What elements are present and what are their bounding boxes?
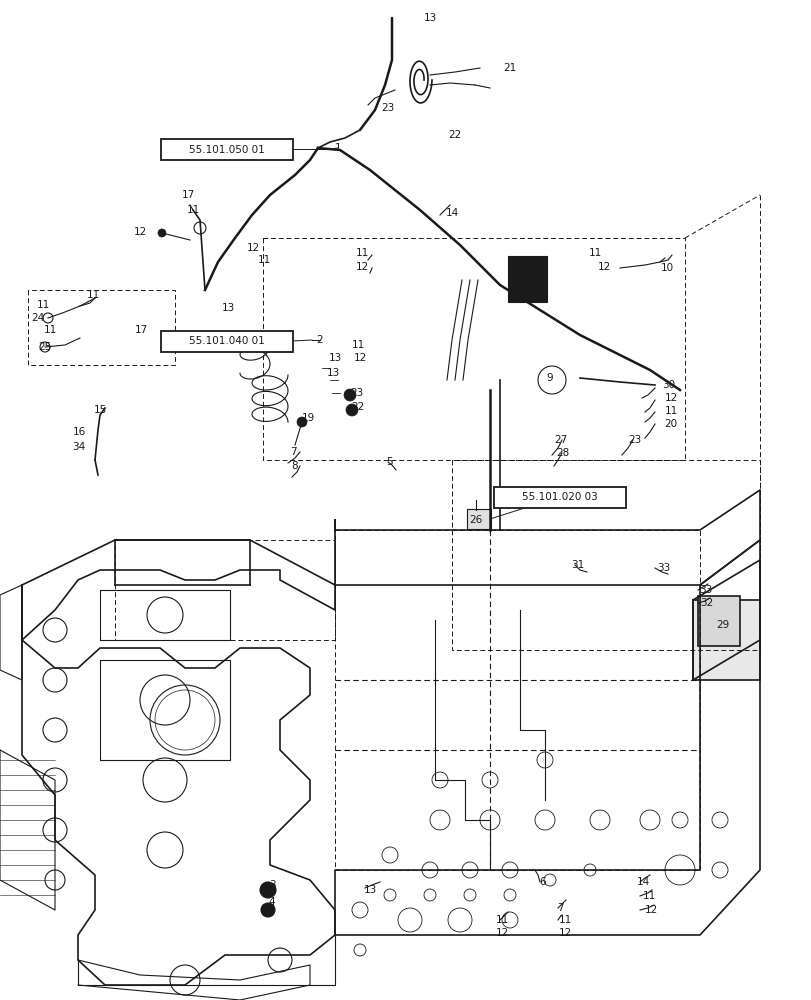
Text: 13: 13 [363, 885, 376, 895]
Circle shape [260, 882, 276, 898]
Text: 4: 4 [268, 897, 275, 907]
Text: 5: 5 [386, 457, 393, 467]
Text: 32: 32 [700, 598, 713, 608]
Text: 14: 14 [444, 208, 458, 218]
Text: 20: 20 [663, 419, 676, 429]
Text: 11: 11 [663, 406, 677, 416]
Circle shape [158, 229, 165, 237]
Text: 21: 21 [503, 63, 516, 73]
Text: 28: 28 [556, 448, 569, 458]
Text: 11: 11 [588, 248, 601, 258]
Text: 13: 13 [326, 368, 339, 378]
Text: 12: 12 [558, 928, 571, 938]
Text: 25: 25 [38, 342, 52, 352]
Text: 11: 11 [187, 205, 200, 215]
Text: 11: 11 [355, 248, 368, 258]
Text: 55.101.020 03: 55.101.020 03 [521, 492, 597, 502]
Text: 11: 11 [43, 325, 57, 335]
Text: 23: 23 [381, 103, 394, 113]
Text: 11: 11 [257, 255, 270, 265]
Text: 3: 3 [268, 880, 275, 890]
Text: 27: 27 [554, 435, 567, 445]
Text: 23: 23 [350, 388, 363, 398]
Text: 31: 31 [571, 560, 584, 570]
Text: 12: 12 [246, 243, 260, 253]
Text: 10: 10 [659, 263, 673, 273]
Text: 18: 18 [520, 268, 533, 278]
Text: 26: 26 [469, 515, 482, 525]
Text: 13: 13 [328, 353, 341, 363]
Text: 1: 1 [334, 143, 341, 153]
Text: 34: 34 [72, 442, 85, 452]
Text: 9: 9 [546, 373, 552, 383]
Text: 33: 33 [657, 563, 670, 573]
Text: 12: 12 [355, 262, 368, 272]
Text: 11: 11 [558, 915, 571, 925]
Text: 11: 11 [351, 340, 364, 350]
Text: 11: 11 [495, 915, 508, 925]
Text: 8: 8 [291, 461, 298, 471]
Text: 12: 12 [644, 905, 657, 915]
Text: 12: 12 [353, 353, 367, 363]
FancyBboxPatch shape [161, 331, 293, 352]
Text: 6: 6 [539, 877, 546, 887]
FancyBboxPatch shape [466, 509, 491, 529]
FancyBboxPatch shape [161, 139, 293, 160]
Text: 22: 22 [448, 130, 461, 140]
Text: 16: 16 [72, 427, 85, 437]
Text: 11: 11 [36, 300, 49, 310]
Text: 30: 30 [662, 380, 675, 390]
Circle shape [297, 417, 307, 427]
Circle shape [260, 903, 275, 917]
Text: 55.101.050 01: 55.101.050 01 [189, 145, 264, 155]
Text: 11: 11 [642, 891, 654, 901]
Text: 14: 14 [636, 877, 649, 887]
Circle shape [345, 404, 358, 416]
Text: 19: 19 [301, 413, 314, 423]
Text: 12: 12 [663, 393, 677, 403]
Text: 13: 13 [423, 13, 436, 23]
Text: 11: 11 [86, 290, 100, 300]
Text: 55.101.040 01: 55.101.040 01 [189, 336, 264, 347]
FancyBboxPatch shape [692, 600, 759, 680]
Text: 13: 13 [221, 303, 234, 313]
Text: 17: 17 [181, 190, 195, 200]
Circle shape [194, 222, 206, 234]
Text: 22: 22 [351, 402, 364, 412]
FancyBboxPatch shape [508, 256, 547, 302]
Text: 15: 15 [93, 405, 106, 415]
Text: 12: 12 [495, 928, 508, 938]
Text: 12: 12 [133, 227, 147, 237]
Text: 12: 12 [597, 262, 610, 272]
Text: 33: 33 [698, 585, 712, 595]
Circle shape [344, 389, 355, 401]
Text: 2: 2 [316, 335, 323, 345]
Text: 24: 24 [32, 313, 45, 323]
Text: 17: 17 [134, 325, 148, 335]
Text: 23: 23 [628, 435, 641, 445]
Text: 7: 7 [556, 903, 563, 913]
Text: 29: 29 [715, 620, 729, 630]
FancyBboxPatch shape [493, 487, 625, 508]
Text: 7: 7 [290, 447, 296, 457]
FancyBboxPatch shape [697, 596, 739, 646]
